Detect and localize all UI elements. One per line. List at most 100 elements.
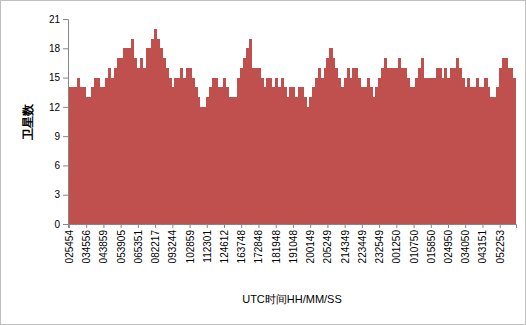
tick-mark	[69, 224, 70, 228]
tick-label: 6	[54, 160, 60, 171]
tick-label: 9	[54, 131, 60, 142]
bar	[361, 87, 364, 224]
bar	[461, 78, 464, 224]
bar	[289, 87, 292, 224]
bar	[295, 97, 298, 224]
tick: 163748	[236, 224, 247, 263]
tick-label: 010750	[409, 230, 420, 264]
bar	[243, 58, 246, 224]
bar	[74, 87, 77, 224]
bar	[203, 107, 206, 224]
bar	[505, 58, 508, 224]
bar	[398, 58, 401, 224]
bar	[404, 68, 407, 224]
bar	[496, 87, 499, 224]
bar	[436, 68, 439, 224]
tick-mark	[276, 224, 277, 228]
tick: 15	[49, 72, 68, 83]
bar	[94, 78, 97, 224]
bar	[220, 87, 223, 224]
tick: 065351	[133, 224, 144, 263]
bar	[102, 87, 105, 224]
bar	[286, 97, 289, 224]
tick-label: 001250	[391, 230, 402, 264]
bar	[283, 87, 286, 224]
bar	[410, 87, 413, 224]
bar	[301, 87, 304, 224]
tick: 205249	[322, 224, 333, 263]
tick-mark	[293, 224, 294, 228]
tick-mark	[207, 224, 208, 228]
bar	[427, 78, 430, 224]
bar	[275, 78, 278, 224]
tick-label: 0	[54, 219, 60, 230]
tick-mark	[396, 224, 397, 228]
bar	[272, 87, 275, 224]
x-axis: 0254540345560438590539050653510822170932…	[64, 224, 517, 263]
bar	[490, 97, 493, 224]
tick-label: 124612	[219, 230, 230, 264]
tick: 21	[49, 14, 68, 25]
tick: 052253	[495, 224, 506, 263]
tick: 034050	[460, 224, 471, 263]
tick-label: 052253	[495, 230, 506, 264]
bar	[237, 78, 240, 224]
tick: 082217	[150, 224, 161, 263]
bar	[214, 78, 217, 224]
bar	[255, 68, 258, 224]
bar	[134, 58, 137, 224]
bar	[507, 68, 510, 224]
y-axis-title: 卫星数	[21, 103, 35, 141]
bar	[186, 68, 189, 224]
bar	[318, 68, 321, 224]
bar	[163, 58, 166, 224]
chart: 0369121518210254540345560438590539050653…	[0, 0, 526, 325]
bar	[378, 78, 381, 224]
tick-label: 214349	[340, 230, 351, 264]
bar	[206, 97, 209, 224]
bar	[194, 87, 197, 224]
tick: 010750	[409, 224, 420, 263]
bar	[344, 78, 347, 224]
bar	[415, 78, 418, 224]
bar	[352, 68, 355, 224]
tick: 9	[54, 131, 68, 142]
tick-mark	[63, 136, 68, 137]
tick-mark	[362, 224, 363, 228]
bar	[372, 97, 375, 224]
tick: 172848	[253, 224, 264, 263]
bar	[180, 68, 183, 224]
bar	[473, 87, 476, 224]
bar	[177, 78, 180, 224]
tick: 124612	[219, 224, 230, 263]
bar	[105, 78, 108, 224]
tick: 18	[49, 43, 68, 54]
tick-mark	[310, 224, 311, 228]
tick: 191048	[288, 224, 299, 263]
bar	[464, 87, 467, 224]
bar	[349, 78, 352, 224]
bar	[88, 97, 91, 224]
bar	[329, 48, 332, 224]
tick-label: 18	[49, 43, 61, 54]
tick-label: 093244	[167, 230, 178, 264]
chart-border	[1, 1, 526, 325]
tick: 043859	[98, 224, 109, 263]
bar	[191, 78, 194, 224]
bar	[430, 78, 433, 224]
bar	[97, 78, 100, 224]
tick-mark	[63, 195, 68, 196]
tick-mark	[172, 224, 173, 228]
tick-label: 015850	[426, 230, 437, 264]
tick-mark	[63, 19, 68, 20]
bar	[479, 87, 482, 224]
bar	[77, 78, 80, 224]
bar	[120, 58, 123, 224]
tick-mark	[63, 165, 68, 166]
bar	[114, 68, 117, 224]
bar	[174, 78, 177, 224]
tick-mark	[448, 224, 449, 228]
bar	[169, 78, 172, 224]
bar	[71, 87, 74, 224]
tick: 053905	[116, 224, 127, 263]
